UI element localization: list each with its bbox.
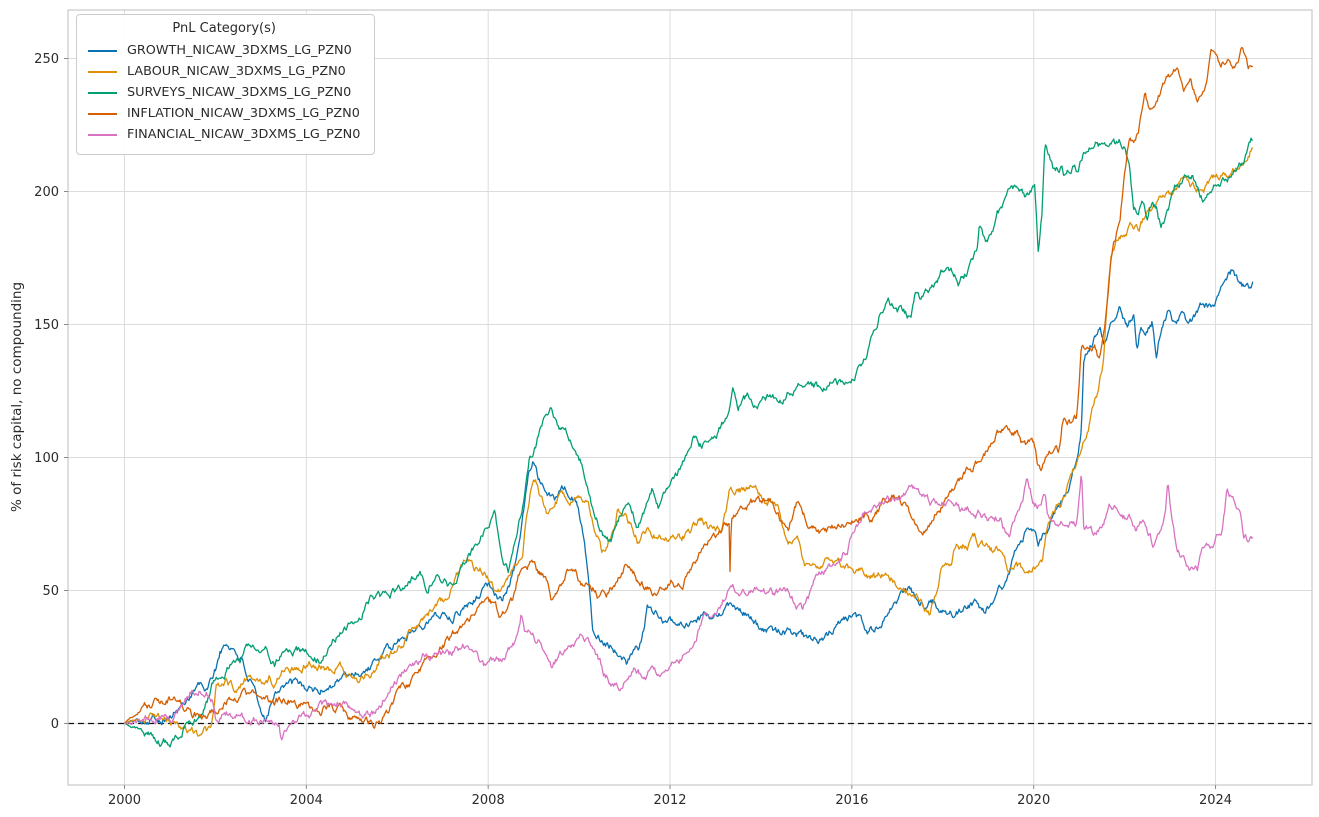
y-tick-label: 150 xyxy=(34,318,59,333)
series-line-financial xyxy=(124,475,1254,741)
legend-line-swatch xyxy=(88,91,117,94)
x-tick-label: 2024 xyxy=(1199,793,1232,808)
x-tick-label: 2020 xyxy=(1017,793,1050,808)
legend-item: FINANCIAL_NICAW_3DXMS_LG_PZN0 xyxy=(88,124,360,145)
y-tick-label: 200 xyxy=(34,185,59,200)
y-axis-label: % of risk capital, no compounding xyxy=(9,281,25,513)
plot-border xyxy=(67,9,1313,786)
legend-item-label: FINANCIAL_NICAW_3DXMS_LG_PZN0 xyxy=(127,127,361,142)
x-tick-label: 2008 xyxy=(472,793,505,808)
x-tick-label: 2012 xyxy=(653,793,686,808)
legend-item: INFLATION_NICAW_3DXMS_LG_PZN0 xyxy=(88,103,360,124)
legend-line-swatch xyxy=(88,70,117,73)
legend-title: PnL Category(s) xyxy=(172,21,276,36)
legend-box: PnL Category(s) GROWTH_NICAW_3DXMS_LG_PZ… xyxy=(76,14,376,155)
y-tick-label: 250 xyxy=(34,52,59,67)
legend-line-swatch xyxy=(88,49,117,52)
x-tick-label: 2000 xyxy=(108,793,141,808)
y-tick-label: 0 xyxy=(51,717,59,732)
series-line-inflation xyxy=(124,46,1254,729)
x-tick-label: 2016 xyxy=(835,793,868,808)
legend-item-label: LABOUR_NICAW_3DXMS_LG_PZN0 xyxy=(127,64,346,79)
legend-item: LABOUR_NICAW_3DXMS_LG_PZN0 xyxy=(88,61,360,82)
series-line-growth xyxy=(124,269,1254,726)
series-lines xyxy=(124,46,1254,748)
legend-line-swatch xyxy=(88,133,117,136)
y-tick-label: 50 xyxy=(42,584,59,599)
series-line-surveys xyxy=(124,137,1254,748)
legend-item: SURVEYS_NICAW_3DXMS_LG_PZN0 xyxy=(88,82,360,103)
x-tick-label: 2004 xyxy=(290,793,323,808)
legend-item: GROWTH_NICAW_3DXMS_LG_PZN0 xyxy=(88,40,360,61)
legend-item-label: INFLATION_NICAW_3DXMS_LG_PZN0 xyxy=(127,106,360,121)
axes: 2000 2004 2008 2012 2016 2020 2024 0 50 100 150 200… xyxy=(34,52,1232,808)
y-tick-label: 100 xyxy=(34,451,59,466)
legend-item-label: SURVEYS_NICAW_3DXMS_LG_PZN0 xyxy=(127,85,352,100)
legend-item-label: GROWTH_NICAW_3DXMS_LG_PZN0 xyxy=(127,43,352,58)
series-line-labour xyxy=(124,147,1254,737)
legend-line-swatch xyxy=(88,112,117,115)
